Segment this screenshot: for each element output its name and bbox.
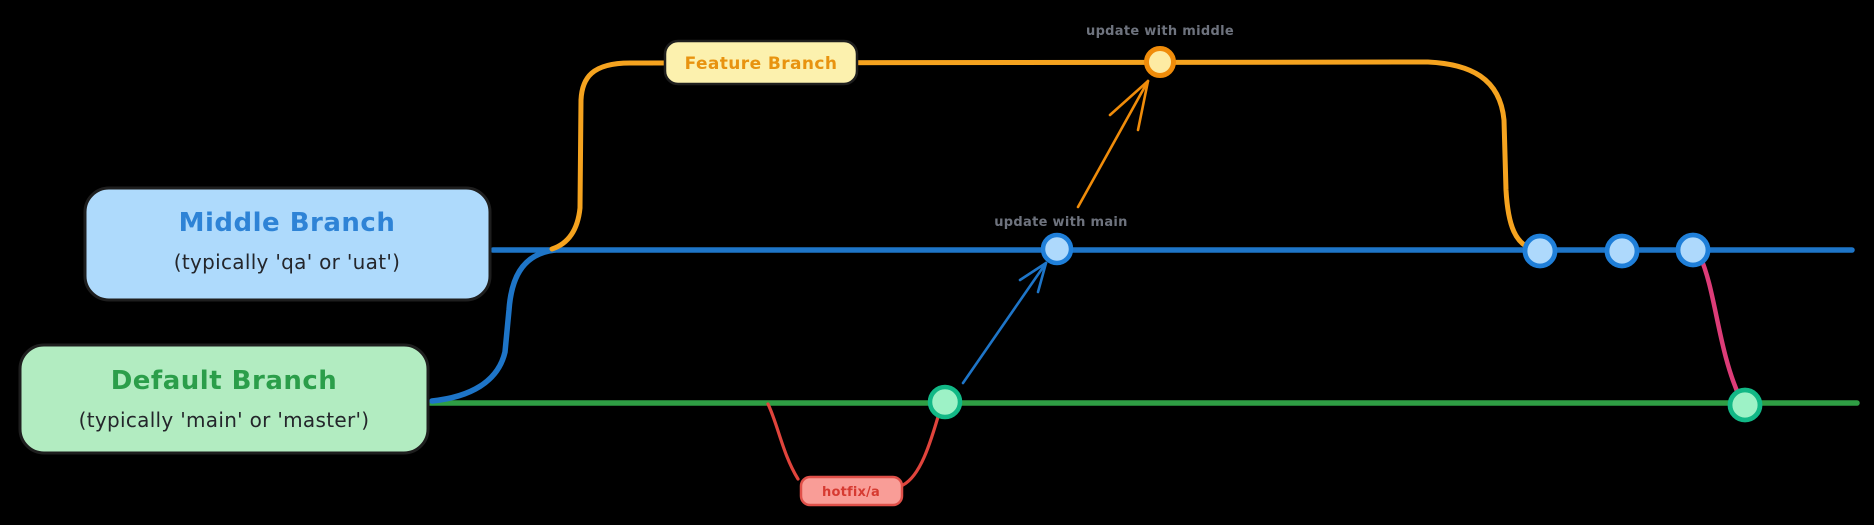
hotfix-label-text: hotfix/a: [822, 485, 880, 500]
arrow-head-icon: [1018, 261, 1048, 294]
commit-node-default-merge: [1727, 387, 1763, 423]
default-branch-subtitle: (typically 'main' or 'master'): [79, 408, 370, 432]
feature-branch-line: [549, 59, 1538, 253]
arrow-head-icon: [1108, 79, 1150, 132]
middle-to-default-merge-curve: [1697, 253, 1743, 401]
default-branch-title: Default Branch: [111, 366, 338, 396]
hotfix-label-box: [799, 475, 904, 507]
hotfix-merge-in-curve: [901, 408, 942, 487]
middle-branch-box-shape: [83, 186, 492, 302]
commit-node-hotfix-merge: [927, 384, 963, 420]
commit-node-middle-1: [1522, 233, 1558, 269]
update-with-middle-label: update with middle: [1086, 24, 1234, 39]
middle-branch-box: Middle Branch (typically 'qa' or 'uat'): [83, 186, 492, 302]
arrow-shaft: [961, 261, 1048, 385]
default-to-middle-branch-curve: [429, 247, 558, 404]
middle-branch-subtitle: (typically 'qa' or 'uat'): [174, 250, 400, 274]
update-with-main-label: update with main: [994, 215, 1128, 230]
update-with-middle-arrow: [1076, 79, 1150, 209]
feature-branch-label-text: Feature Branch: [685, 54, 838, 74]
default-branch-box: Default Branch (typically 'main' or 'mas…: [18, 343, 430, 455]
commit-node-middle-3: [1675, 232, 1711, 268]
arrow-shaft: [1076, 79, 1150, 209]
commit-node-middle-update-main: [1040, 232, 1074, 266]
middle-branch-title: Middle Branch: [179, 208, 396, 238]
hotfix-branch-out-curve: [766, 402, 800, 481]
hotfix-label: hotfix/a: [799, 475, 904, 507]
commit-node-feature-update-middle: [1144, 46, 1176, 78]
commit-node-middle-2: [1604, 233, 1640, 269]
update-with-main-arrow: [961, 261, 1048, 385]
default-branch-box-shape: [18, 343, 430, 455]
feature-branch-label-box: [663, 39, 859, 86]
feature-branch-label: Feature Branch: [663, 39, 859, 86]
